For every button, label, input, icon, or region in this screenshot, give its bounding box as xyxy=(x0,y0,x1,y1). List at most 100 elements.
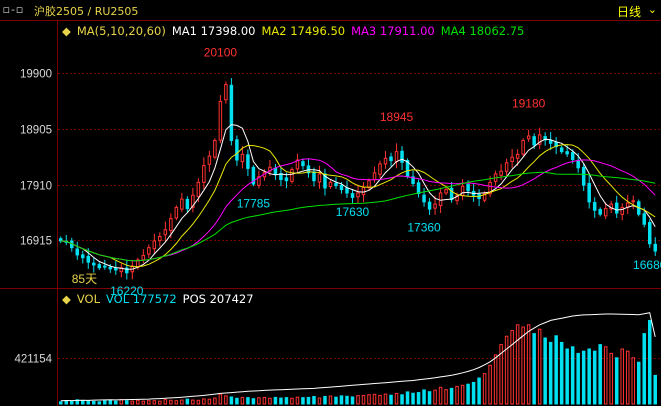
volume-bar xyxy=(103,400,107,405)
candle-body xyxy=(460,185,465,196)
volume-bar xyxy=(631,357,635,405)
candle-body xyxy=(620,206,624,215)
candle-body xyxy=(103,265,107,268)
volume-bar xyxy=(460,384,465,405)
volume-bar xyxy=(455,385,459,405)
volume-bar xyxy=(400,394,404,405)
candle-body xyxy=(224,84,228,101)
candle-body xyxy=(427,201,432,210)
chevron-down-icon[interactable]: ⌄ xyxy=(647,3,657,16)
volume-bar xyxy=(279,397,283,405)
volume-bar xyxy=(438,386,443,405)
volume-bar xyxy=(86,400,91,405)
volume-bar xyxy=(570,346,575,405)
volume-bar xyxy=(97,401,102,405)
ma2-value: MA2 17496.50 xyxy=(261,24,346,38)
ma-legend: ◆ MA(5,10,20,60) MA1 17398.00 MA2 17496.50 M… xyxy=(62,24,530,38)
volume-bar xyxy=(306,396,311,405)
candle-body xyxy=(576,159,580,169)
volume-bar xyxy=(356,395,360,405)
volume-bar xyxy=(504,335,509,405)
candle-body xyxy=(152,240,157,250)
volume-bar xyxy=(361,394,366,405)
ma2-line xyxy=(60,144,656,268)
candle-body xyxy=(405,160,410,177)
volume-bar xyxy=(394,392,399,405)
ma-legend-title: MA(5,10,20,60) xyxy=(76,24,166,38)
candle-body xyxy=(411,176,415,184)
candle-body xyxy=(653,243,658,252)
candle-body xyxy=(372,172,377,181)
candle-body xyxy=(180,198,184,210)
candle-body xyxy=(647,222,652,245)
volume-bar xyxy=(235,397,239,405)
volume-bar xyxy=(174,400,179,405)
candle-body xyxy=(438,192,443,206)
volume-bar xyxy=(592,350,597,405)
price-extreme-label: 16220 xyxy=(110,284,144,298)
volume-bar xyxy=(136,399,140,405)
volume-bar xyxy=(411,392,415,405)
volume-bar xyxy=(224,395,228,405)
volume-bar xyxy=(213,397,217,405)
volume-bar xyxy=(108,399,113,405)
volume-bar xyxy=(70,400,74,405)
period-selector[interactable]: 日线 xyxy=(616,5,641,19)
volume-bar xyxy=(383,393,388,405)
volume-bar xyxy=(499,344,503,405)
volume-bar xyxy=(367,394,371,405)
window-toggle-icon[interactable]: ◻-◻ xyxy=(3,3,23,16)
candle-body xyxy=(295,159,300,170)
volume-bar xyxy=(202,398,206,405)
position-line xyxy=(60,312,656,402)
price-extreme-label: 19180 xyxy=(512,97,546,111)
volume-bar xyxy=(334,396,338,405)
candle-body xyxy=(444,189,448,194)
candle-body xyxy=(169,218,173,231)
candle-body xyxy=(163,229,168,236)
candle-body xyxy=(196,181,201,198)
volume-bar xyxy=(620,348,624,405)
candle-body xyxy=(339,184,344,191)
volume-bar xyxy=(257,397,261,405)
candle-body xyxy=(449,187,454,201)
volume-bar xyxy=(268,397,272,405)
volume-tick-label: 421154 xyxy=(14,354,52,366)
candle-body xyxy=(191,194,195,209)
volume-bar xyxy=(510,330,514,405)
volume-bar xyxy=(444,389,448,405)
candle-body xyxy=(147,247,151,255)
volume-bar xyxy=(229,396,234,405)
volume-bar xyxy=(548,341,553,405)
price-tick-label: 17910 xyxy=(20,181,52,193)
volume-bar xyxy=(477,377,481,405)
candle-body xyxy=(521,139,525,155)
candle-body xyxy=(526,135,531,140)
candle-body xyxy=(433,203,437,209)
volume-bar xyxy=(284,397,289,405)
volume-bar xyxy=(207,398,212,405)
volume-bar xyxy=(389,394,393,405)
volume-bar xyxy=(559,341,564,405)
candle-body xyxy=(246,154,250,169)
volume-bar xyxy=(290,397,294,405)
instrument-title[interactable]: 沪胶2505 / RU2505 xyxy=(34,5,139,18)
volume-bar xyxy=(581,350,586,405)
candle-body xyxy=(510,156,514,162)
volume-bar xyxy=(471,381,476,405)
volume-bar xyxy=(246,397,250,405)
volume-bar xyxy=(191,399,195,405)
candle-body xyxy=(400,150,404,163)
candle-body xyxy=(482,193,487,201)
volume-bar xyxy=(328,395,333,405)
volume-bar xyxy=(405,391,410,405)
volume-bar xyxy=(317,397,322,405)
candle-body xyxy=(537,134,542,145)
volume-bar xyxy=(196,399,201,405)
volume-bar xyxy=(240,396,245,405)
volume-bar xyxy=(323,396,327,405)
candle-body xyxy=(213,139,217,158)
candle-body xyxy=(251,166,256,185)
candle-body xyxy=(86,255,91,263)
